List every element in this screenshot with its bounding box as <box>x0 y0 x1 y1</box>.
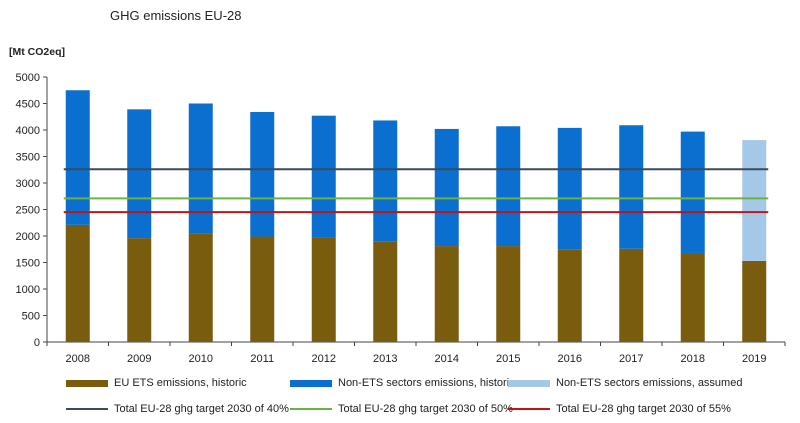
chart-title: GHG emissions EU-28 <box>110 8 242 23</box>
bar-non-ets-sectors-emissions-historic-2013 <box>373 120 398 242</box>
y-tick-label: 4500 <box>16 99 40 111</box>
bar-non-ets-sectors-emissions-historic-2016 <box>557 127 582 250</box>
y-tick-label: 2500 <box>16 205 40 217</box>
bar-eu-ets-emissions-historic-2010 <box>188 233 213 342</box>
x-tick-label: 2011 <box>250 353 274 365</box>
x-tick-label: 2008 <box>66 353 90 365</box>
bar-eu-ets-emissions-historic-2012 <box>311 237 336 342</box>
y-tick-label: 1000 <box>16 284 40 296</box>
x-tick-label: 2009 <box>127 353 151 365</box>
bar-non-ets-sectors-emissions-historic-2009 <box>127 109 152 239</box>
bar-non-ets-sectors-emissions-historic-2014 <box>434 128 459 247</box>
bar-eu-ets-emissions-historic-2009 <box>127 238 152 342</box>
bar-non-ets-sectors-emissions-assumed-2019 <box>742 140 767 261</box>
bar-eu-ets-emissions-historic-2013 <box>373 241 398 342</box>
x-tick-label: 2013 <box>373 353 397 365</box>
bar-non-ets-sectors-emissions-historic-2011 <box>250 111 275 237</box>
bar-non-ets-sectors-emissions-historic-2012 <box>311 115 336 238</box>
bar-eu-ets-emissions-historic-2019 <box>742 260 767 342</box>
y-tick-label: 3500 <box>16 152 40 164</box>
bar-non-ets-sectors-emissions-historic-2017 <box>619 125 644 249</box>
y-tick-label: 3000 <box>16 178 40 190</box>
y-tick-label: 2000 <box>16 231 40 243</box>
bar-eu-ets-emissions-historic-2018 <box>680 252 705 342</box>
x-tick-label: 2019 <box>742 353 766 365</box>
y-tick-label: 4000 <box>16 125 40 137</box>
bar-non-ets-sectors-emissions-historic-2008 <box>65 90 90 225</box>
bar-eu-ets-emissions-historic-2016 <box>557 249 582 342</box>
y-tick-label: 1500 <box>16 258 40 270</box>
x-tick-label: 2014 <box>435 353 459 365</box>
bar-eu-ets-emissions-historic-2015 <box>496 246 521 342</box>
bar-eu-ets-emissions-historic-2008 <box>65 224 90 342</box>
y-tick-label: 500 <box>22 311 40 323</box>
x-tick-label: 2012 <box>312 353 336 365</box>
x-tick-label: 2017 <box>619 353 643 365</box>
y-axis-unit-label: [Mt CO2eq] <box>9 46 65 58</box>
bar-non-ets-sectors-emissions-historic-2015 <box>496 126 521 247</box>
y-tick-label: 5000 <box>16 72 40 84</box>
x-tick-label: 2018 <box>681 353 705 365</box>
x-tick-label: 2016 <box>558 353 582 365</box>
bar-eu-ets-emissions-historic-2014 <box>434 246 459 342</box>
bar-non-ets-sectors-emissions-historic-2018 <box>680 131 705 253</box>
y-tick-label: 0 <box>34 337 40 349</box>
x-tick-label: 2015 <box>496 353 520 365</box>
bar-eu-ets-emissions-historic-2017 <box>619 248 644 342</box>
bar-eu-ets-emissions-historic-2011 <box>250 236 275 342</box>
x-tick-label: 2010 <box>189 353 213 365</box>
